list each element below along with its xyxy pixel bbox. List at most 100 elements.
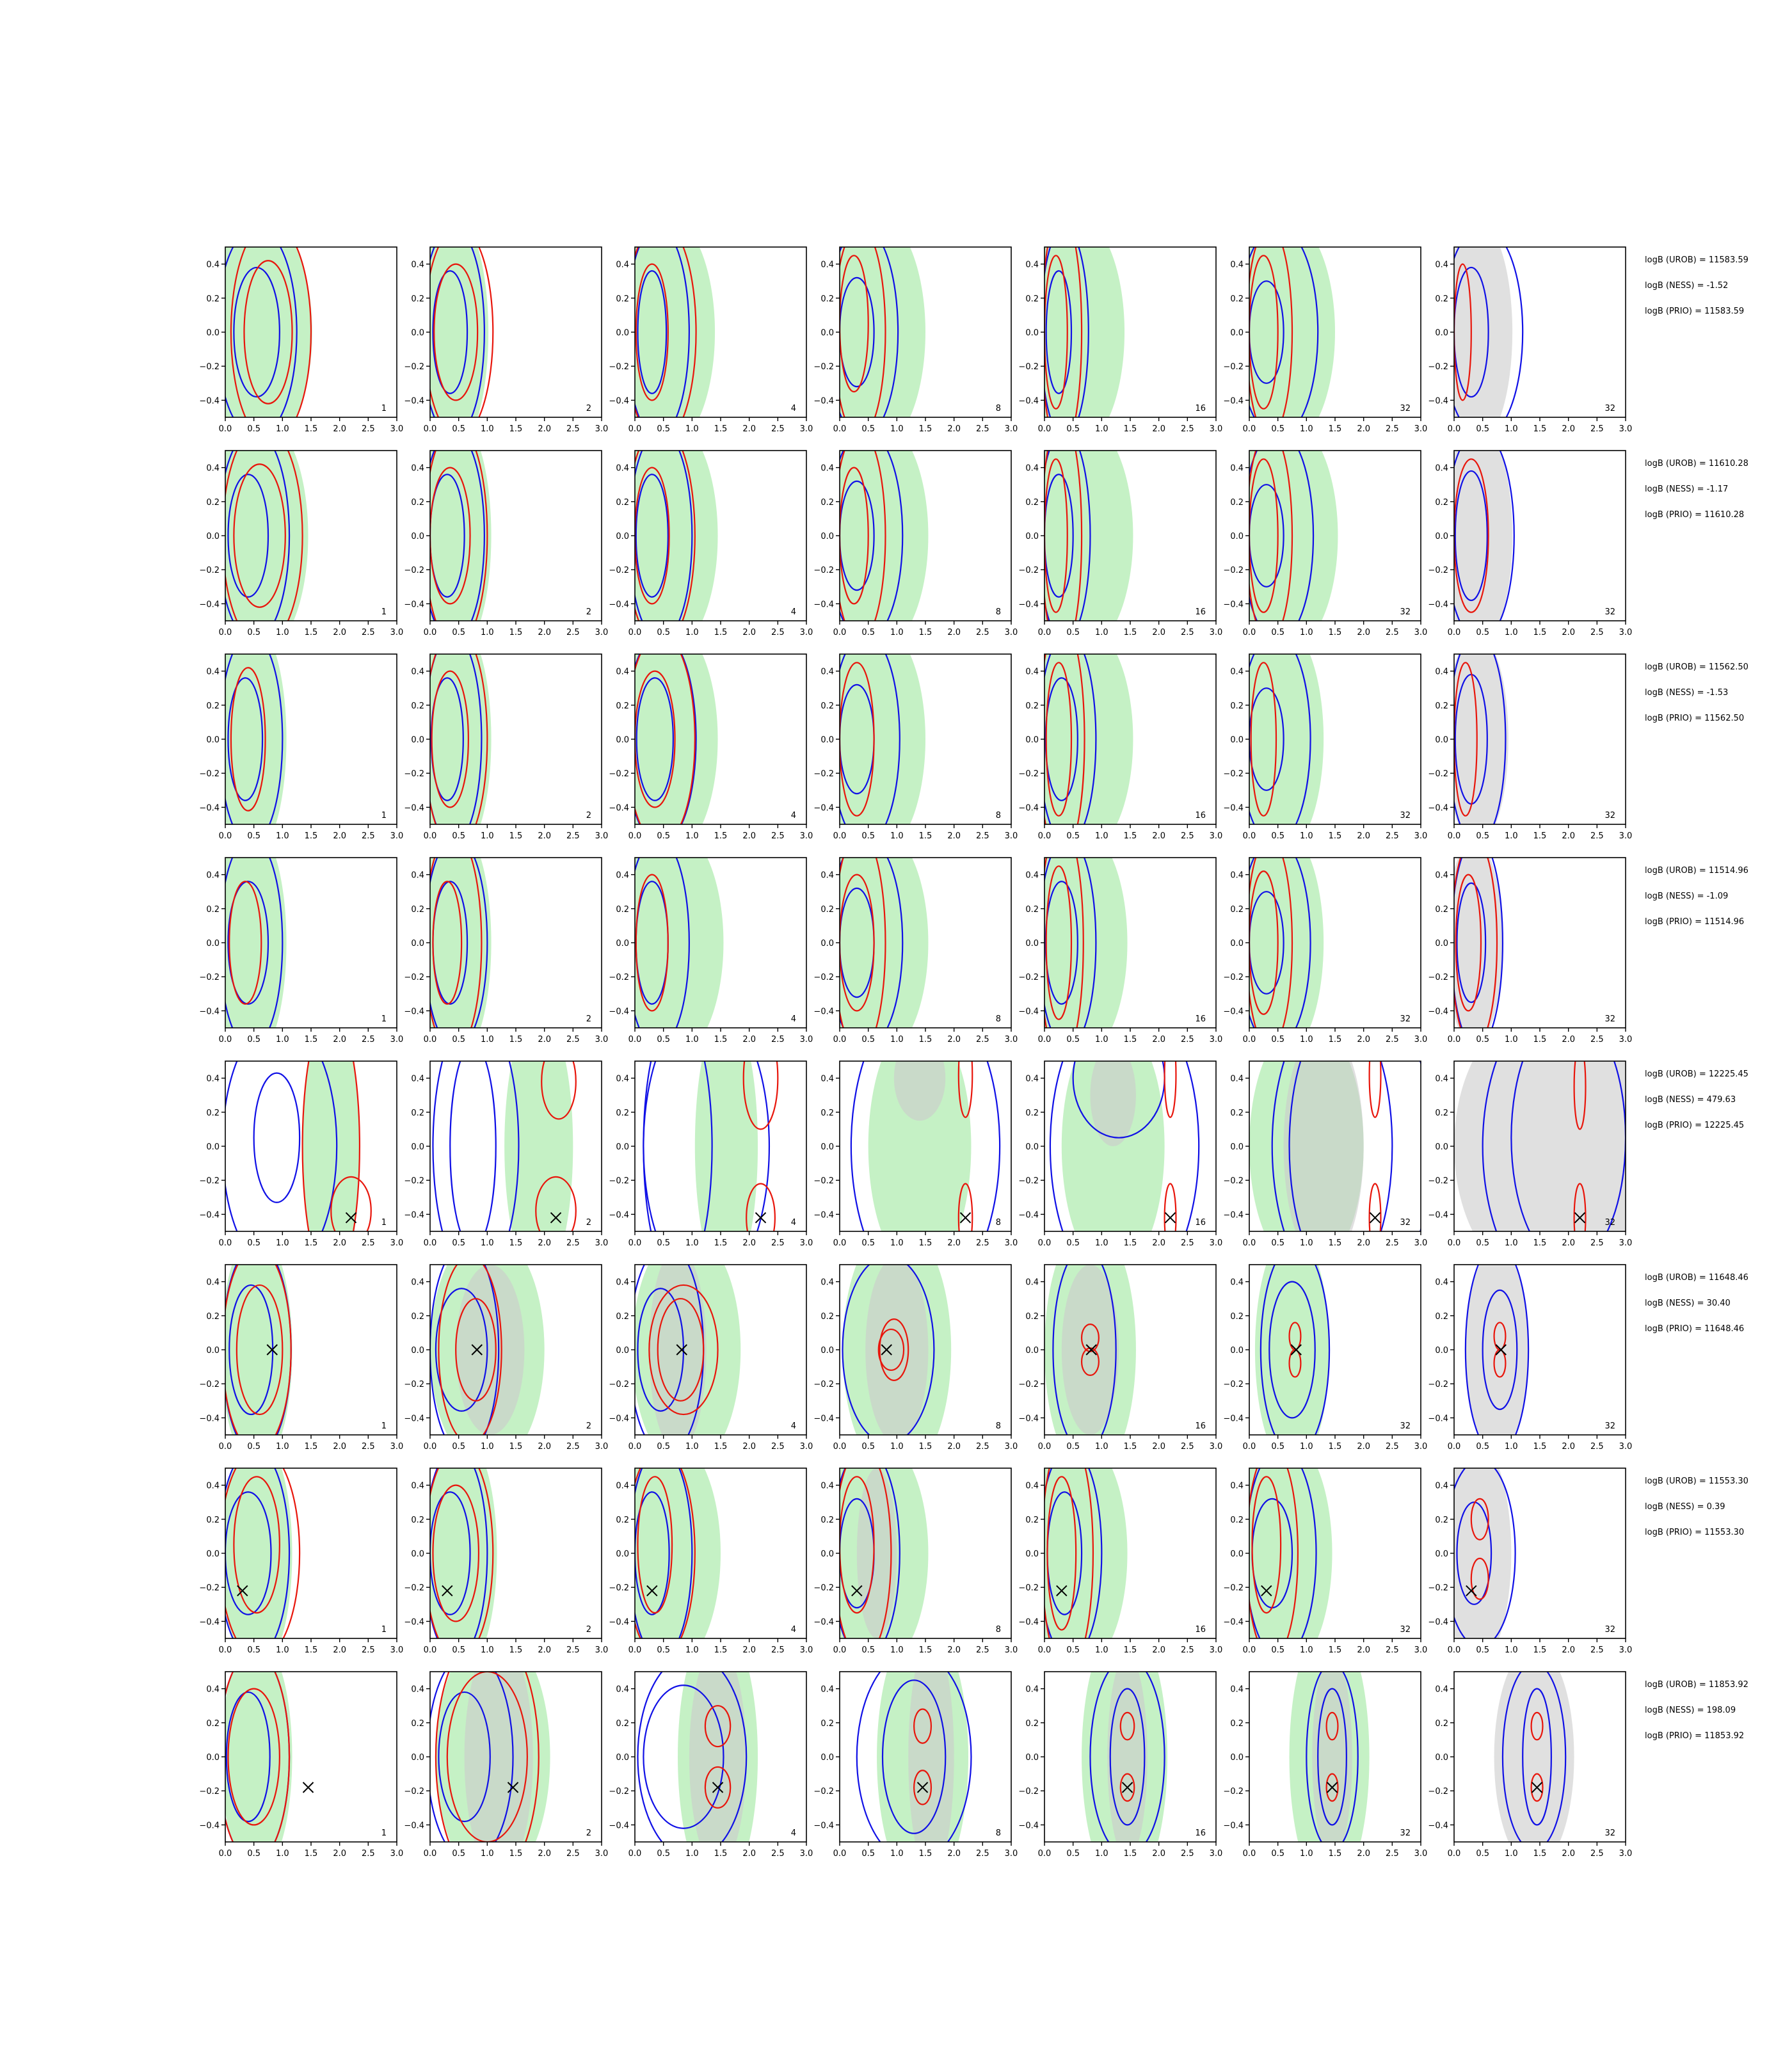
x-tick-label: 1.5 bbox=[1329, 424, 1342, 434]
x-tick-label: 2.5 bbox=[566, 1645, 580, 1655]
gray-density-region bbox=[1090, 1061, 1136, 1146]
y-tick-label: 0.4 bbox=[1435, 1278, 1448, 1288]
green-density-region bbox=[840, 858, 929, 1028]
x-marker bbox=[712, 1782, 724, 1793]
x-tick-label: 3.0 bbox=[1210, 1035, 1223, 1044]
x-tick-label: 0.5 bbox=[1066, 1645, 1080, 1655]
blue-contour bbox=[1482, 1061, 1498, 1231]
x-tick-label: 2.0 bbox=[742, 1645, 756, 1655]
x-tick-label: 2.0 bbox=[538, 1442, 551, 1452]
blue-contour bbox=[430, 247, 485, 417]
x-tick-label: 1.5 bbox=[305, 1238, 318, 1248]
x-tick-label: 0.0 bbox=[833, 1645, 847, 1655]
gray-density-region bbox=[1107, 1672, 1148, 1842]
x-tick-label: 0.0 bbox=[219, 1035, 232, 1044]
y-tick-label: −0.4 bbox=[1428, 1210, 1448, 1220]
x-tick-label: 0.0 bbox=[1243, 628, 1256, 637]
x-tick-label: 2.5 bbox=[362, 831, 375, 841]
x-tick-label: 1.0 bbox=[890, 1849, 904, 1859]
x-tick-label: 0.5 bbox=[1271, 628, 1284, 637]
red-contour bbox=[913, 1770, 932, 1805]
x-tick-label: 0.0 bbox=[1448, 1645, 1461, 1655]
y-tick-label: −0.2 bbox=[1223, 362, 1244, 372]
y-tick-label: 0.4 bbox=[820, 871, 834, 881]
y-tick-label: 0.4 bbox=[206, 668, 220, 677]
x-tick-label: 2.0 bbox=[538, 1645, 551, 1655]
y-tick-label: −0.4 bbox=[813, 1210, 834, 1220]
x-tick-label: 0.0 bbox=[833, 1849, 847, 1859]
x-tick-label: 0.5 bbox=[861, 1645, 875, 1655]
logB-stat: logB (UROB) = 11514.96 bbox=[1645, 866, 1748, 876]
x-marker bbox=[1531, 1782, 1543, 1793]
y-tick-label: −0.2 bbox=[609, 362, 629, 372]
y-tick-label: 0.0 bbox=[1025, 939, 1039, 948]
red-contour bbox=[1530, 1711, 1544, 1741]
red-contour bbox=[1470, 1557, 1489, 1600]
subplot-r3-c2: 0.0 0.5 1.0 1.5 2.0 2.5 3.0 −0.4 −0.2 0.0 0.2 0.4 2 bbox=[404, 653, 608, 841]
red-contour bbox=[1251, 1476, 1282, 1614]
red-contour bbox=[1573, 1183, 1587, 1231]
panel-label: 4 bbox=[791, 404, 796, 413]
y-tick-label: −0.4 bbox=[609, 600, 629, 609]
x-tick-label: 2.5 bbox=[1181, 831, 1194, 841]
x-tick-label: 0.0 bbox=[628, 831, 642, 841]
plot-area bbox=[635, 858, 724, 1028]
red-contour bbox=[1368, 1183, 1382, 1231]
y-tick-label: 0.0 bbox=[411, 1753, 424, 1763]
y-tick-label: −0.2 bbox=[813, 769, 834, 779]
y-tick-label: −0.2 bbox=[1428, 1380, 1448, 1389]
y-tick-label: 0.4 bbox=[411, 1685, 424, 1695]
x-tick-label: 1.0 bbox=[481, 1645, 494, 1655]
y-tick-label: 0.2 bbox=[411, 701, 424, 711]
blue-contour bbox=[1044, 1468, 1103, 1638]
x-tick-label: 1.5 bbox=[305, 831, 318, 841]
x-marker bbox=[916, 1782, 929, 1793]
red-contour bbox=[1368, 1061, 1382, 1118]
x-tick-label: 1.0 bbox=[481, 1442, 494, 1452]
x-tick-label: 2.5 bbox=[771, 1238, 785, 1248]
x-tick-label: 2.0 bbox=[333, 628, 346, 637]
red-contour bbox=[879, 1318, 909, 1381]
x-tick-label: 1.5 bbox=[1124, 628, 1137, 637]
logB-stat: logB (PRIO) = 11610.28 bbox=[1645, 510, 1744, 520]
blue-contour bbox=[430, 1672, 514, 1842]
panel-label: 32 bbox=[1604, 811, 1615, 820]
y-tick-label: 0.2 bbox=[1025, 1108, 1039, 1118]
logB-stat: logB (UROB) = 12225.45 bbox=[1645, 1069, 1748, 1079]
blue-contour bbox=[636, 677, 674, 801]
x-tick-label: 0.0 bbox=[424, 628, 437, 637]
y-tick-label: −0.4 bbox=[1223, 1210, 1244, 1220]
plot-area bbox=[1249, 1468, 1332, 1638]
x-tick-label: 0.5 bbox=[861, 424, 875, 434]
x-marker bbox=[676, 1344, 687, 1356]
x-tick-label: 3.0 bbox=[390, 1645, 404, 1655]
y-tick-label: 0.2 bbox=[820, 1312, 834, 1322]
y-tick-label: 0.2 bbox=[1230, 294, 1244, 304]
y-tick-label: 0.4 bbox=[1230, 260, 1244, 270]
y-tick-label: −0.2 bbox=[813, 1176, 834, 1186]
x-tick-label: 2.0 bbox=[1152, 1442, 1165, 1452]
plot-area bbox=[225, 1061, 372, 1231]
x-tick-label: 1.0 bbox=[1095, 1645, 1108, 1655]
x-tick-label: 0.5 bbox=[452, 424, 465, 434]
x-tick-label: 0.0 bbox=[1243, 1442, 1256, 1452]
x-tick-label: 3.0 bbox=[1619, 1238, 1633, 1248]
blue-contour bbox=[430, 654, 483, 824]
red-contour bbox=[957, 1183, 973, 1231]
green-density-region bbox=[225, 451, 308, 621]
x-tick-label: 1.5 bbox=[509, 424, 523, 434]
x-tick-label: 0.5 bbox=[247, 424, 260, 434]
green-density-region bbox=[430, 247, 489, 417]
blue-contour bbox=[1454, 1468, 1516, 1638]
plot-area bbox=[1289, 1672, 1370, 1842]
y-tick-label: −0.2 bbox=[1428, 973, 1448, 982]
y-tick-label: 0.4 bbox=[1435, 1075, 1448, 1084]
gray-density-region bbox=[1454, 654, 1508, 824]
x-tick-label: 1.0 bbox=[1300, 1442, 1313, 1452]
y-tick-label: 0.0 bbox=[616, 735, 629, 745]
y-tick-label: −0.4 bbox=[1428, 1617, 1448, 1627]
blue-contour bbox=[1044, 654, 1097, 824]
y-tick-label: −0.4 bbox=[199, 1007, 220, 1016]
x-tick-label: 1.0 bbox=[1505, 831, 1518, 841]
x-tick-label: 0.5 bbox=[1066, 1238, 1080, 1248]
